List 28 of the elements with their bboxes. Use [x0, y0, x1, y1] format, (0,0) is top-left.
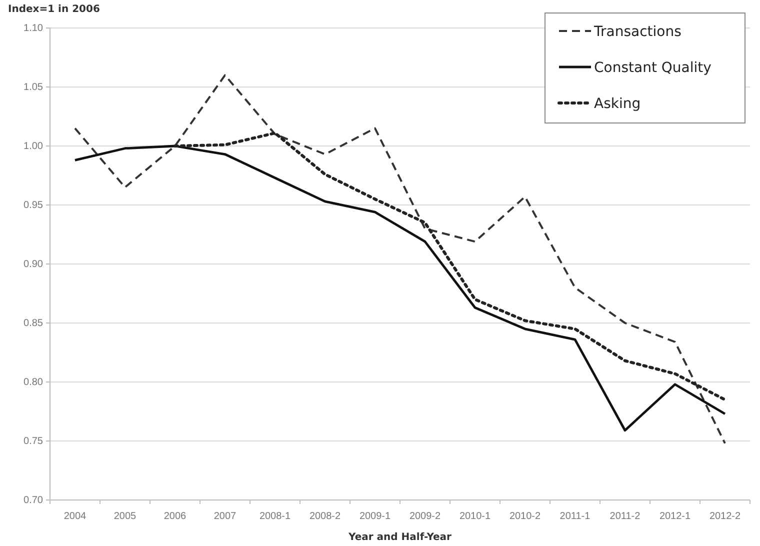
x-tick-label: 2006 [164, 511, 187, 522]
y-tick-label: 0.70 [24, 495, 44, 506]
legend-label: Transactions [593, 24, 682, 40]
y-tick-label: 0.80 [24, 377, 44, 388]
x-tick-label: 2010-2 [509, 511, 542, 522]
x-tick-label: 2011-2 [610, 511, 641, 522]
y-tick-label: 0.95 [24, 200, 44, 212]
x-tick-label: 2005 [114, 511, 137, 522]
x-tick-label: 2012-1 [659, 511, 692, 522]
x-tick-label: 2009-2 [409, 511, 442, 522]
x-tick-label: 2011-1 [560, 511, 591, 522]
x-axis-title: Year and Half-Year [348, 532, 452, 543]
y-tick-label: 0.75 [24, 436, 44, 448]
x-tick-label: 2008-1 [259, 511, 292, 522]
x-tick-label: 2004 [64, 511, 87, 522]
y-tick-label: 0.90 [24, 259, 44, 270]
legend-label: Asking [594, 96, 641, 112]
x-tick-label: 2008-2 [309, 511, 342, 522]
x-tick-label: 2010-1 [459, 511, 492, 522]
x-tick-label: 2009-1 [359, 511, 392, 522]
y-tick-label: 1.00 [24, 141, 44, 152]
x-tick-label: 2012-2 [709, 511, 742, 522]
y-tick-label: 0.85 [24, 318, 44, 330]
y-axis-title: Index=1 in 2006 [8, 4, 100, 15]
x-tick-label: 2007 [214, 511, 237, 522]
y-tick-label: 1.05 [24, 82, 44, 94]
y-tick-label: 1.10 [24, 23, 44, 34]
legend-label: Constant Quality [594, 60, 712, 76]
